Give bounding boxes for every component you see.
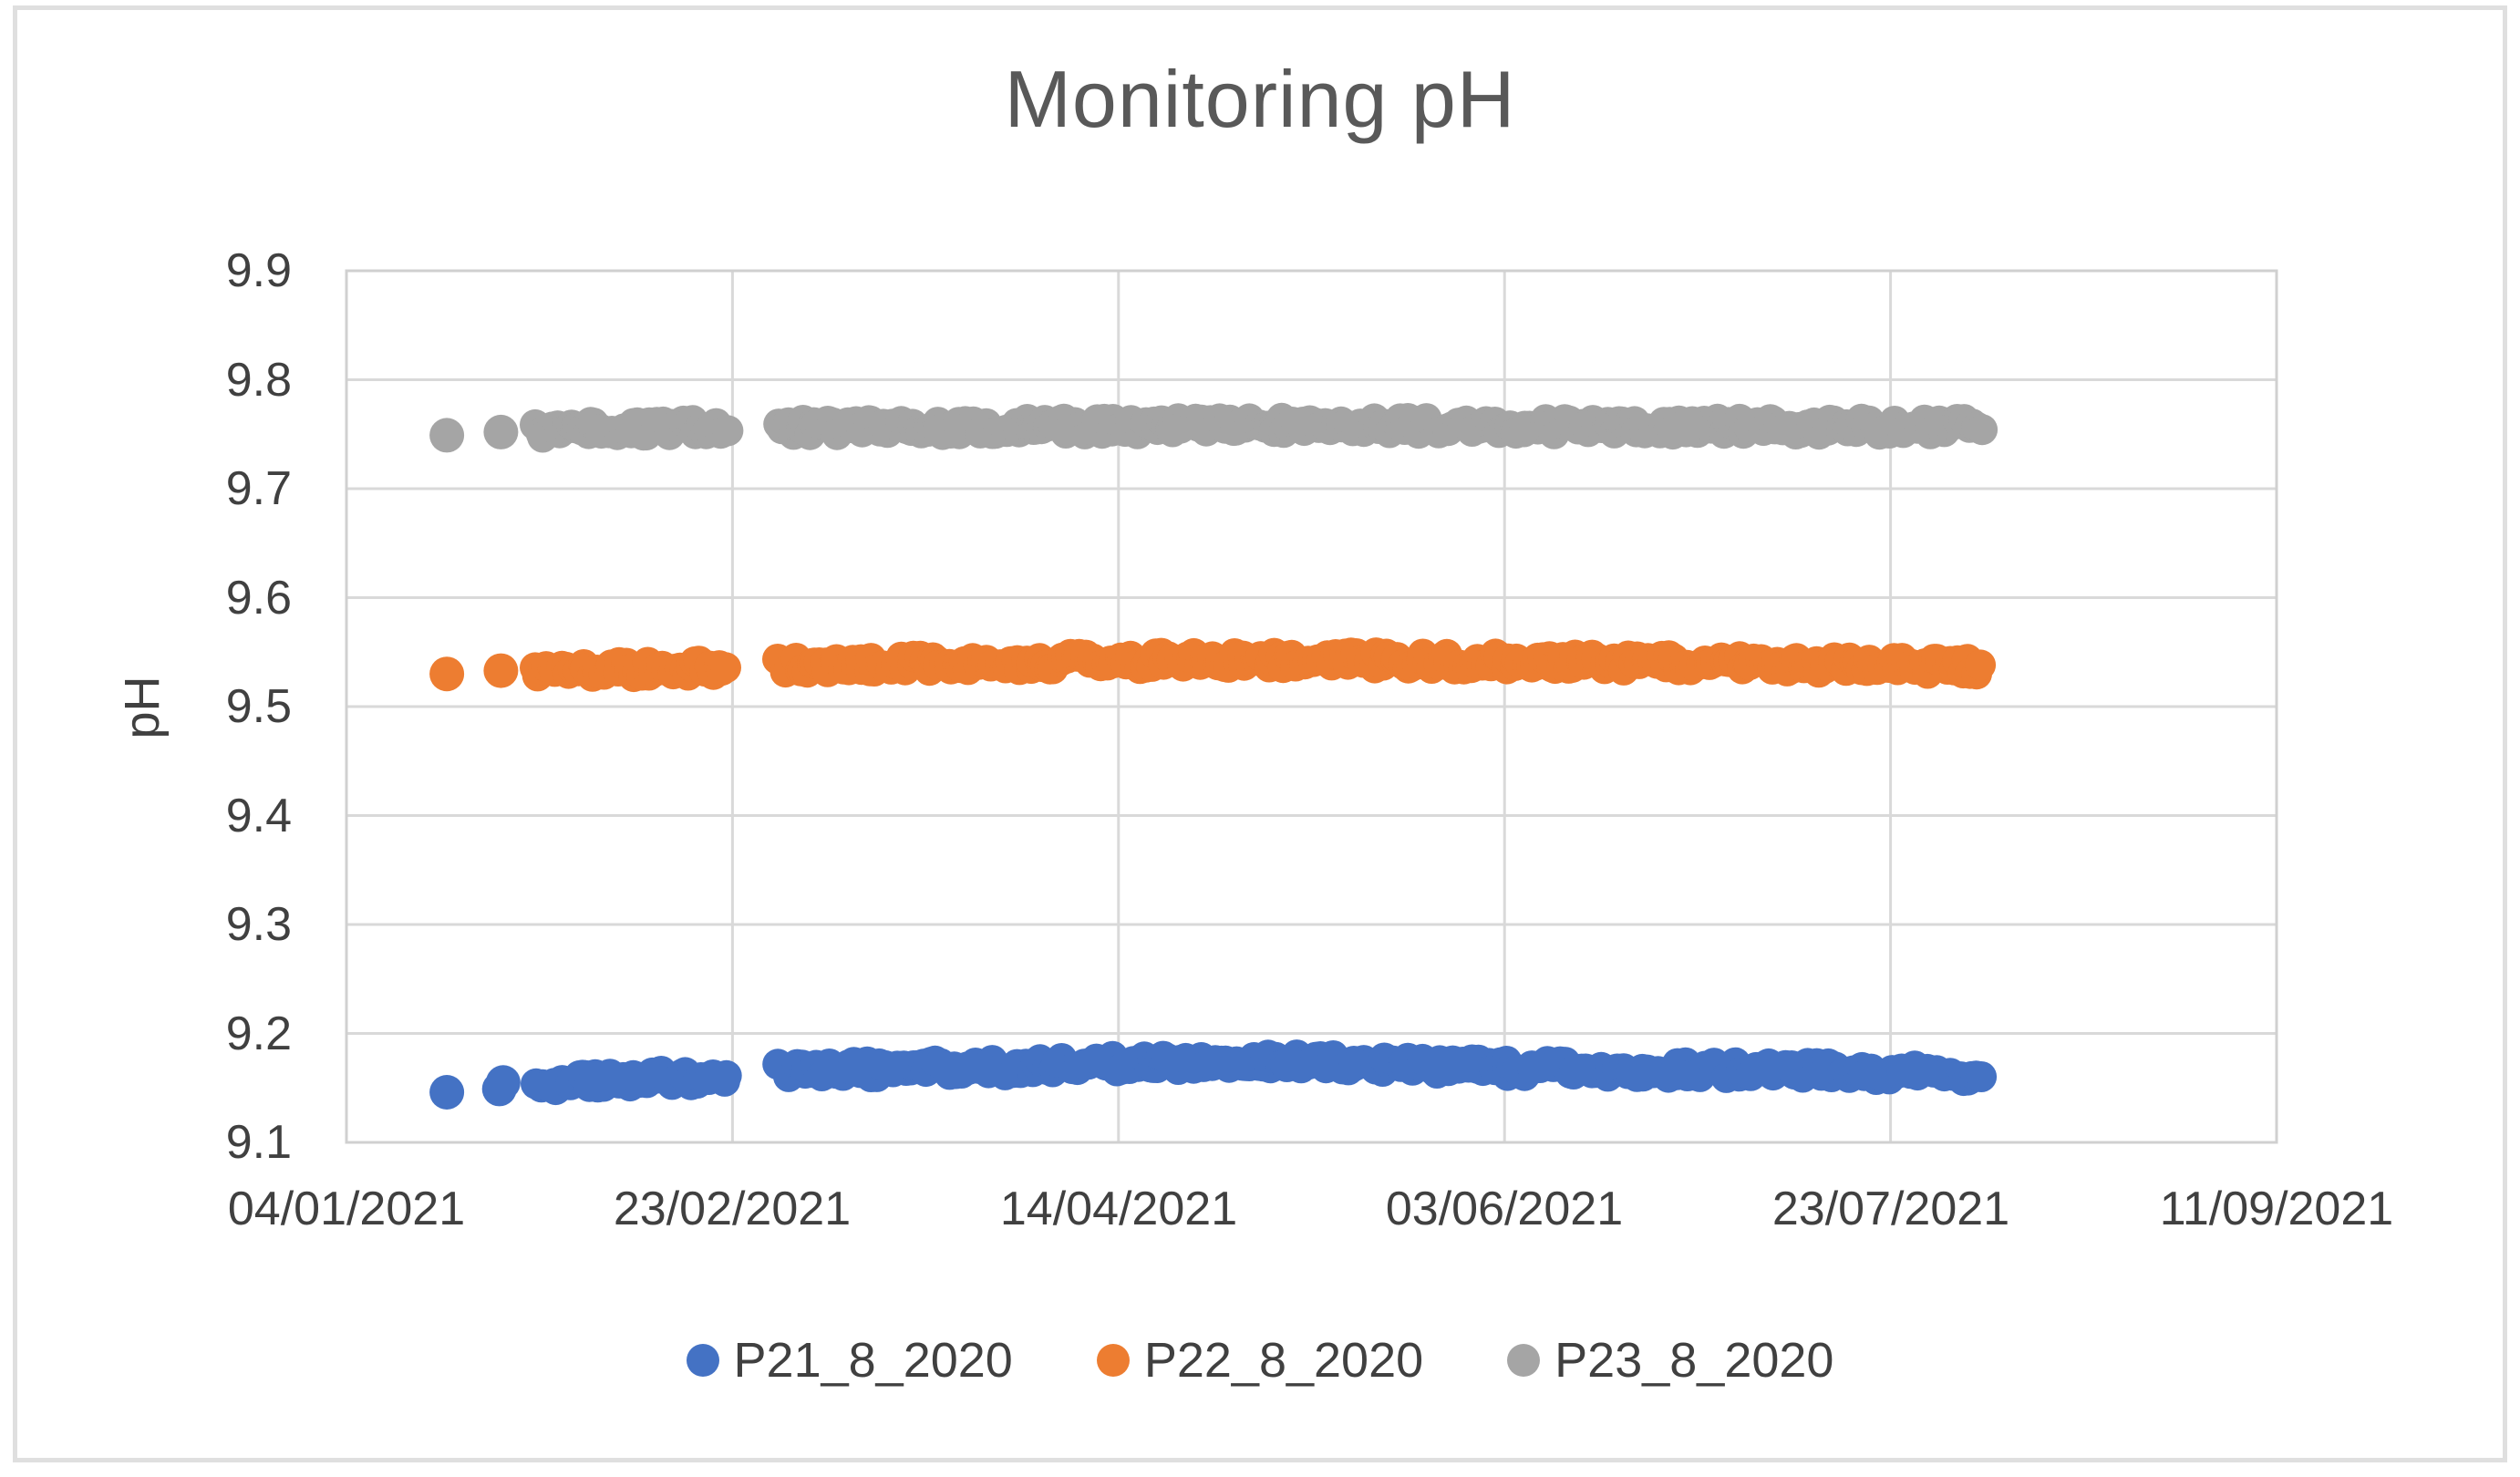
y-tick-label: 9.5 — [225, 680, 292, 733]
legend: P21_8_2020 P22_8_2020 P23_8_2020 — [0, 1324, 2520, 1397]
chart-title: Monitoring pH — [1004, 54, 1516, 144]
series-marker-icon — [1096, 1344, 1130, 1377]
legend-label: P23_8_2020 — [1554, 1333, 1834, 1388]
legend-item-p23: P23_8_2020 — [1507, 1333, 1833, 1388]
y-tick-label: 9.7 — [225, 462, 292, 515]
x-tick-label: 04/01/2021 — [227, 1183, 466, 1235]
legend-label: P22_8_2020 — [1143, 1333, 1424, 1388]
series-marker-icon — [686, 1344, 719, 1377]
y-tick-label: 9.6 — [225, 572, 292, 625]
y-tick-label: 9.9 — [225, 244, 292, 297]
y-tick-label: 9.3 — [225, 898, 292, 951]
y-tick-label: 9.1 — [225, 1116, 292, 1169]
x-tick-label: 03/06/2021 — [1385, 1183, 1624, 1235]
legend-item-p22: P22_8_2020 — [1096, 1333, 1424, 1388]
series-marker-icon — [1507, 1344, 1541, 1377]
y-tick-label: 9.4 — [225, 790, 292, 842]
x-tick-label: 11/09/2021 — [2159, 1183, 2394, 1235]
x-tick-label: 23/07/2021 — [1771, 1183, 2010, 1235]
x-tick-label: 23/02/2021 — [613, 1183, 852, 1235]
x-tick-label: 14/04/2021 — [999, 1183, 1238, 1235]
y-tick-label: 9.8 — [225, 354, 292, 407]
legend-item-p21: P21_8_2020 — [686, 1333, 1013, 1388]
legend-label: P21_8_2020 — [733, 1333, 1013, 1388]
y-tick-label: 9.2 — [225, 1007, 292, 1060]
